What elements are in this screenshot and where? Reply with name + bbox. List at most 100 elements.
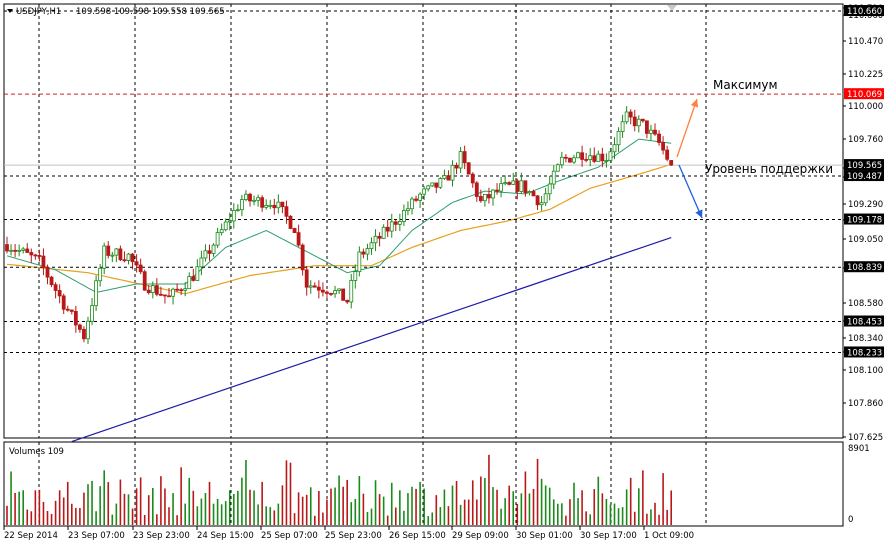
- candle-body: [507, 182, 512, 185]
- candle: [175, 283, 180, 292]
- candle-body: [495, 189, 499, 192]
- candle: [418, 192, 423, 208]
- candle: [397, 213, 402, 232]
- candle: [211, 243, 216, 257]
- annotation-maximum: Максимум: [713, 78, 778, 92]
- price-tick-label: 110.225: [848, 70, 883, 80]
- candle-body: [304, 269, 309, 288]
- candle: [268, 199, 273, 210]
- candle-body: [106, 245, 111, 256]
- candle: [657, 130, 661, 146]
- candle-body: [503, 182, 508, 185]
- candle-body: [568, 157, 572, 163]
- candle: [527, 190, 532, 196]
- candle-body: [223, 221, 228, 231]
- candle: [474, 181, 479, 202]
- candle: [385, 219, 390, 238]
- candle-body: [78, 324, 82, 330]
- candle: [377, 232, 382, 247]
- candle: [349, 273, 354, 309]
- candle-body: [231, 210, 236, 222]
- candle: [491, 189, 495, 206]
- candle: [430, 182, 435, 187]
- candle: [248, 192, 252, 207]
- candle: [207, 244, 212, 261]
- candle: [357, 246, 362, 277]
- candle: [219, 223, 224, 236]
- candle: [171, 287, 175, 305]
- candle: [195, 259, 200, 281]
- candle-body: [268, 204, 273, 207]
- candle-body: [385, 226, 390, 232]
- candle: [410, 196, 414, 215]
- candle: [426, 184, 431, 192]
- candle: [312, 282, 317, 288]
- candle-body: [102, 245, 107, 269]
- candle-body: [219, 229, 224, 234]
- candle-body: [29, 252, 34, 256]
- candle-body: [389, 221, 394, 232]
- candle-body: [134, 261, 139, 266]
- candle-body: [175, 288, 180, 291]
- candle: [511, 172, 516, 185]
- candle-body: [661, 142, 665, 151]
- candle: [381, 224, 386, 239]
- candle-body: [640, 118, 645, 122]
- candle-body: [377, 235, 382, 239]
- candle-body: [665, 149, 670, 160]
- candle-body: [410, 198, 414, 210]
- candle-body: [604, 160, 609, 162]
- time-tick-label: 22 Sep 2014: [4, 531, 58, 541]
- price-tick-label: 109.760: [848, 135, 883, 145]
- candle-body: [272, 204, 277, 209]
- level-price-badge: [844, 213, 884, 225]
- candle: [199, 250, 204, 276]
- candle-body: [478, 196, 483, 202]
- candle: [118, 245, 123, 262]
- candle-body: [235, 209, 240, 212]
- candle: [29, 248, 34, 263]
- price-tick-label: 110.000: [848, 102, 883, 112]
- candle-body: [645, 120, 649, 134]
- candle-body: [37, 255, 42, 257]
- chart-shift-icon[interactable]: [667, 5, 677, 11]
- candle: [645, 120, 649, 139]
- price-tick-label: 108.340: [848, 334, 883, 344]
- level-price-label: 108.839: [847, 263, 882, 273]
- price-tick-label: 107.860: [848, 399, 883, 409]
- candle-body: [284, 206, 289, 217]
- candle: [584, 152, 589, 163]
- candle: [535, 195, 540, 211]
- candle-body: [487, 194, 491, 199]
- candle: [365, 243, 370, 261]
- candle-body: [519, 180, 524, 192]
- candle: [414, 195, 418, 202]
- level-price-label: 109.487: [847, 172, 882, 182]
- candle: [596, 150, 601, 162]
- candle-body: [669, 160, 674, 166]
- candle: [495, 183, 499, 195]
- level-price-badge: [844, 346, 884, 358]
- candle: [33, 253, 38, 260]
- time-tick-label: 30 Sep 01:00: [516, 531, 573, 541]
- volumes-label: Volumes 109: [9, 447, 64, 457]
- candle-body: [539, 202, 544, 206]
- candle: [17, 244, 22, 257]
- candle: [308, 280, 313, 294]
- candle: [227, 212, 232, 231]
- candle-body: [13, 249, 18, 252]
- candle: [252, 195, 256, 206]
- candle-body: [491, 189, 495, 199]
- candle: [57, 284, 62, 304]
- candle: [422, 186, 427, 200]
- candle-body: [418, 193, 423, 201]
- candle: [167, 288, 171, 298]
- candle: [73, 305, 78, 333]
- candle-body: [576, 152, 580, 159]
- candle: [69, 309, 74, 315]
- candle-body: [523, 180, 528, 194]
- candle: [361, 248, 366, 259]
- candle-body: [434, 182, 439, 188]
- candle-body: [531, 191, 536, 197]
